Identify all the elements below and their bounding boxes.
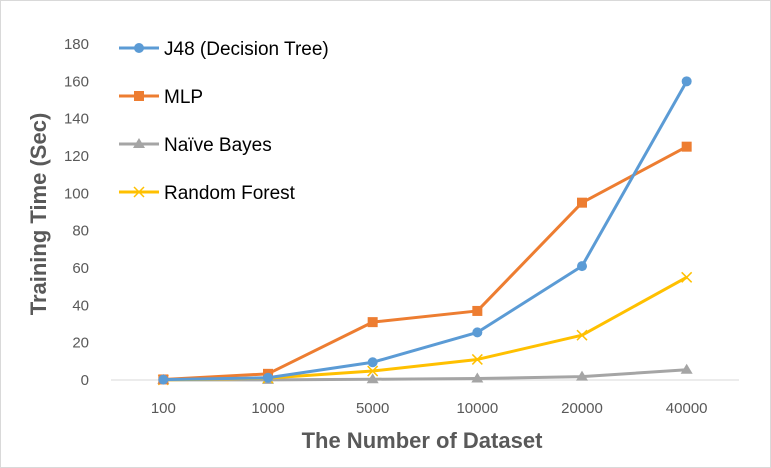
- y-axis-title: Training Time (Sec): [26, 113, 51, 316]
- x-tick-label: 1000: [251, 400, 284, 417]
- series-line: [163, 276, 688, 382]
- data-point: [133, 138, 145, 148]
- x-tick-label: 100: [151, 400, 176, 417]
- series-random-forest: [157, 271, 693, 386]
- y-tick-label: 0: [81, 372, 89, 389]
- data-point: [134, 43, 144, 53]
- data-point: [471, 353, 483, 365]
- data-point: [472, 305, 483, 316]
- data-point: [158, 374, 169, 385]
- y-tick-label: 140: [64, 111, 89, 128]
- x-axis-title: The Number of Dataset: [302, 428, 543, 453]
- y-tick-label: 80: [72, 223, 89, 240]
- legend: J48 (Decision Tree) MLP Naïve Bayes Random …: [119, 39, 329, 204]
- legend-label: J48 (Decision Tree): [164, 39, 329, 60]
- data-point: [471, 372, 484, 383]
- legend-label: Naïve Bayes: [164, 135, 272, 156]
- data-point: [577, 197, 587, 208]
- series-line: [163, 80, 688, 382]
- x-tick-label: 20000: [561, 400, 603, 417]
- y-tick-label: 160: [64, 73, 89, 90]
- data-point: [681, 76, 692, 87]
- data-point: [681, 271, 693, 283]
- data-point: [366, 373, 379, 384]
- data-point: [576, 329, 588, 341]
- data-point: [134, 91, 144, 101]
- legend-label: MLP: [164, 87, 203, 108]
- y-tick-label: 40: [72, 297, 89, 314]
- y-tick-label: 100: [64, 185, 89, 202]
- data-point: [577, 261, 587, 272]
- legend-label: Random Forest: [164, 183, 296, 204]
- x-tick-label: 5000: [356, 400, 389, 417]
- legend-item: MLP: [119, 87, 203, 108]
- series-line: [163, 145, 688, 381]
- data-point: [263, 372, 273, 383]
- x-axis-ticks: 100 1000 5000 10000 20000 40000: [151, 400, 708, 417]
- data-point: [576, 370, 588, 381]
- legend-item: Naïve Bayes: [119, 135, 272, 156]
- series-j48-decision-tree: [158, 76, 692, 385]
- y-axis-ticks: 0 20 40 60 80 100 120 140 160 180: [64, 36, 89, 389]
- data-point: [472, 327, 483, 338]
- x-tick-label: 40000: [666, 400, 708, 417]
- data-point: [681, 141, 692, 152]
- data-point: [367, 365, 379, 377]
- legend-item: J48 (Decision Tree): [119, 39, 329, 60]
- series-layer: [157, 76, 693, 386]
- legend-item: Random Forest: [119, 183, 296, 204]
- y-tick-label: 20: [72, 335, 89, 352]
- y-tick-label: 60: [72, 260, 89, 277]
- data-point: [133, 186, 145, 198]
- data-point: [680, 363, 693, 374]
- x-tick-label: 10000: [456, 400, 498, 417]
- data-point: [367, 357, 378, 368]
- y-tick-label: 120: [64, 148, 89, 165]
- data-point: [367, 317, 378, 328]
- y-tick-label: 180: [64, 36, 89, 53]
